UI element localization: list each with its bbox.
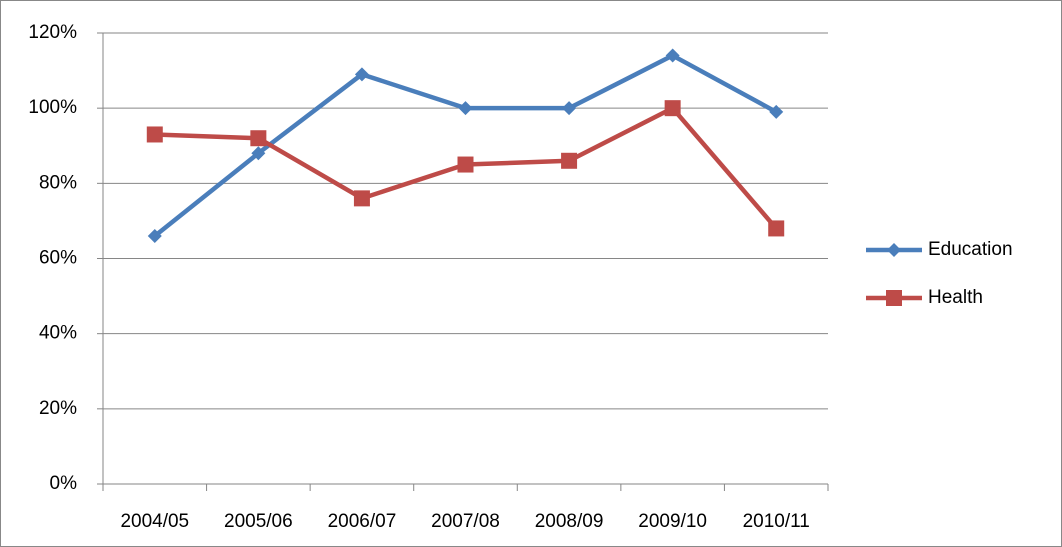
data-point bbox=[146, 126, 163, 143]
legend-marker bbox=[886, 290, 902, 306]
y-tick-label: 120% bbox=[28, 22, 77, 43]
data-point bbox=[353, 190, 370, 207]
data-point bbox=[769, 104, 784, 119]
x-tick-label: 2004/05 bbox=[120, 511, 189, 532]
y-tick-label: 0% bbox=[50, 473, 78, 494]
data-point bbox=[768, 220, 785, 237]
data-point bbox=[664, 100, 681, 117]
y-tick-label: 80% bbox=[39, 172, 77, 193]
y-tick-label: 100% bbox=[28, 97, 77, 118]
data-point bbox=[561, 152, 578, 169]
data-point bbox=[458, 101, 473, 116]
data-point bbox=[457, 156, 474, 173]
y-tick-label: 40% bbox=[39, 323, 77, 344]
data-point bbox=[147, 228, 162, 243]
data-point bbox=[354, 67, 369, 82]
x-tick-label: 2006/07 bbox=[328, 511, 397, 532]
data-point bbox=[562, 101, 577, 116]
y-tick-label: 20% bbox=[39, 398, 77, 419]
x-tick-label: 2009/10 bbox=[638, 511, 707, 532]
legend-marker bbox=[887, 243, 901, 257]
data-point bbox=[251, 146, 266, 161]
x-tick-label: 2008/09 bbox=[535, 511, 604, 532]
x-tick-label: 2010/11 bbox=[743, 511, 810, 532]
data-point bbox=[250, 130, 267, 147]
y-tick-label: 60% bbox=[39, 248, 77, 269]
data-point bbox=[665, 48, 680, 63]
legend-label: Health bbox=[928, 287, 983, 308]
legend-label: Education bbox=[928, 239, 1013, 260]
x-tick-label: 2007/08 bbox=[431, 511, 500, 532]
x-tick-label: 2005/06 bbox=[224, 511, 293, 532]
